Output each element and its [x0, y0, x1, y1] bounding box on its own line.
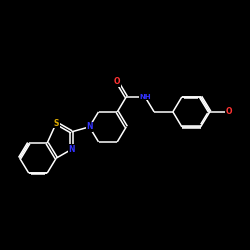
- Text: S: S: [54, 119, 59, 128]
- Text: N: N: [68, 145, 75, 154]
- Text: O: O: [225, 108, 232, 116]
- Text: O: O: [114, 78, 120, 86]
- Text: N: N: [86, 122, 92, 132]
- Text: NH: NH: [139, 94, 151, 100]
